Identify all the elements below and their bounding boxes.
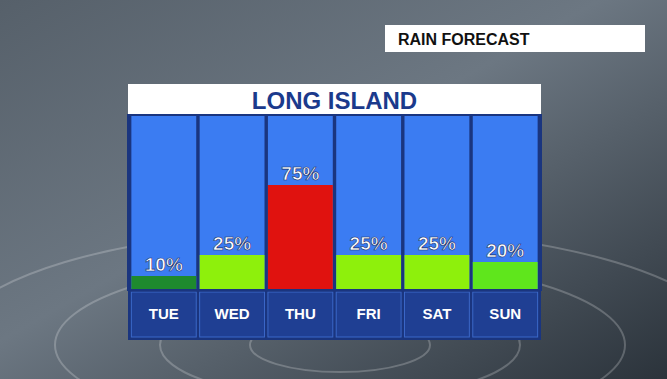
label-cell <box>200 292 265 337</box>
bar <box>404 255 469 290</box>
subtitle: RAIN FORECAST <box>398 31 530 48</box>
x-tick-label: TUE <box>149 305 179 322</box>
data-label: 20% <box>486 240 524 261</box>
title: LONG ISLAND <box>252 87 417 114</box>
bars <box>131 185 537 290</box>
x-axis-line <box>131 290 540 292</box>
bar <box>473 262 538 290</box>
label-cell <box>473 292 538 337</box>
subtitle-box <box>385 25 645 52</box>
label-cell <box>268 292 333 337</box>
data-label: 25% <box>418 233 456 254</box>
bar <box>131 276 196 290</box>
x-tick-label: WED <box>215 305 250 322</box>
column <box>336 115 401 290</box>
title-bar <box>128 84 541 115</box>
background <box>0 0 667 379</box>
bar <box>336 255 401 290</box>
plot-frame <box>128 115 541 290</box>
bar <box>268 185 333 290</box>
chart: RAIN FORECAST LONG ISLAND TUE WED THU FRI SAT S… <box>0 0 667 379</box>
x-tick: SAT <box>422 290 451 322</box>
column <box>473 115 538 290</box>
label-cells <box>131 292 537 337</box>
data-label: 25% <box>213 233 251 254</box>
x-axis: TUE WED THU FRI SAT SUN <box>131 290 540 322</box>
x-tick: TUE <box>149 290 179 322</box>
column <box>404 115 469 290</box>
radar-ring <box>160 291 520 379</box>
column <box>131 115 196 290</box>
x-tick: THU <box>285 290 316 322</box>
column <box>200 115 265 290</box>
column <box>268 115 333 290</box>
x-tick: FRI <box>357 290 381 322</box>
panel <box>128 115 541 340</box>
columns <box>131 115 537 290</box>
data-label: 75% <box>281 163 319 184</box>
data-label: 10% <box>145 254 183 275</box>
x-tick-label: SUN <box>489 305 521 322</box>
x-tick-label: THU <box>285 305 316 322</box>
x-tick: SUN <box>489 290 521 322</box>
x-tick: WED <box>215 290 250 322</box>
bar <box>200 255 265 290</box>
x-tick-label: FRI <box>357 305 381 322</box>
label-cell <box>336 292 401 337</box>
x-tick-label: SAT <box>422 305 451 322</box>
data-labels: 10% 25% 75% 25% 25% 20% <box>145 163 525 275</box>
label-cell <box>131 292 196 337</box>
label-cell <box>404 292 469 337</box>
data-label: 25% <box>350 233 388 254</box>
